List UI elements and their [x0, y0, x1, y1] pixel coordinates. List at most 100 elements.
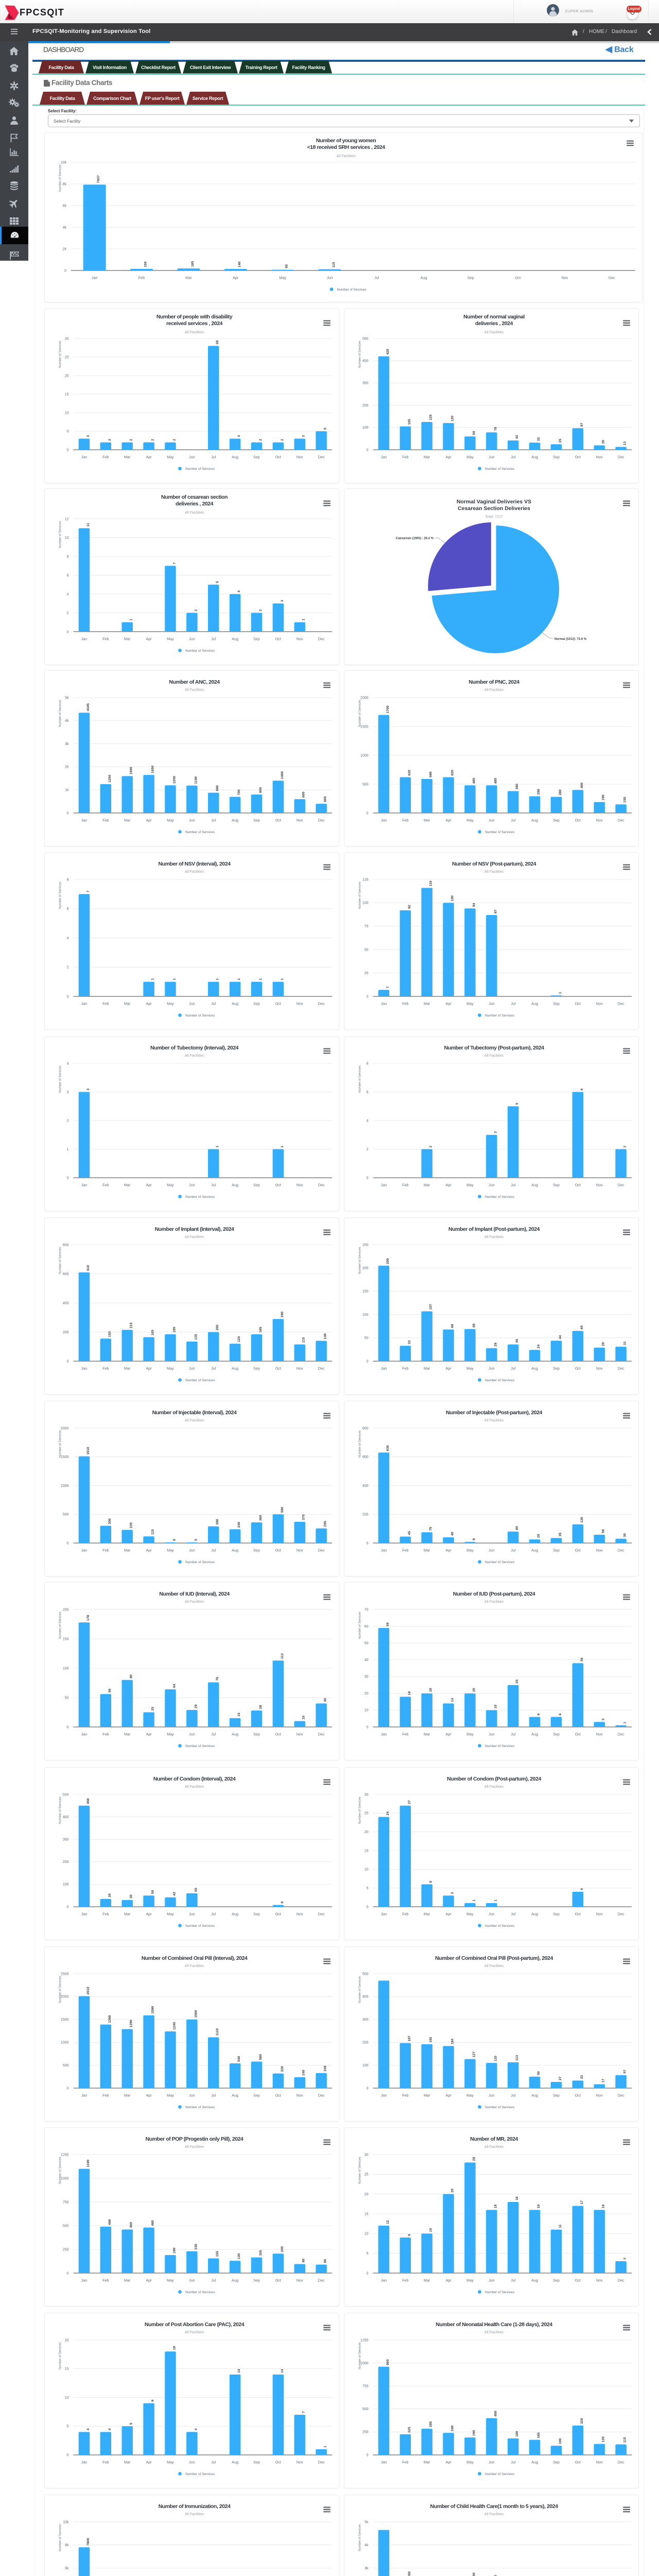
svg-text:0: 0 — [367, 1541, 369, 1545]
svg-text:Jul: Jul — [211, 1548, 216, 1552]
svg-text:Jul: Jul — [211, 1911, 216, 1916]
svg-text:deliveries , 2024: deliveries , 2024 — [475, 320, 513, 327]
svg-text:Number of Services: Number of Services — [59, 2524, 62, 2551]
svg-text:6: 6 — [67, 907, 69, 911]
svg-text:4: 4 — [367, 1119, 369, 1123]
svg-text:42: 42 — [515, 435, 519, 439]
svg-text:7: 7 — [172, 562, 176, 564]
svg-text:116: 116 — [429, 880, 433, 886]
svg-text:Sep: Sep — [553, 818, 560, 822]
svg-text:Apr: Apr — [146, 1911, 152, 1916]
svg-text:1000: 1000 — [360, 754, 369, 757]
svg-text:185: 185 — [259, 1327, 263, 1333]
svg-text:Dec: Dec — [618, 2460, 625, 2464]
svg-text:Number of Services: Number of Services — [359, 2157, 362, 2184]
svg-text:400: 400 — [580, 783, 584, 789]
svg-text:40: 40 — [324, 1698, 327, 1702]
svg-text:May: May — [167, 1366, 174, 1370]
svg-text:Jul: Jul — [511, 1182, 516, 1187]
svg-text:Oct: Oct — [575, 1732, 581, 1736]
svg-text:0: 0 — [67, 2453, 69, 2457]
svg-text:500: 500 — [362, 2408, 369, 2411]
svg-text:6: 6 — [537, 1713, 541, 1715]
svg-text:Nov: Nov — [297, 818, 303, 822]
svg-text:Feb: Feb — [402, 818, 408, 822]
svg-text:18: 18 — [172, 2346, 176, 2350]
svg-text:Jul: Jul — [511, 2278, 516, 2282]
svg-text:200: 200 — [362, 1513, 369, 1517]
svg-text:100: 100 — [559, 2438, 562, 2445]
svg-text:Jan: Jan — [381, 2278, 387, 2282]
svg-text:190: 190 — [472, 2430, 476, 2436]
svg-text:Mar: Mar — [424, 1732, 430, 1736]
svg-text:10: 10 — [494, 1705, 497, 1709]
svg-text:Dec: Dec — [318, 1732, 325, 1736]
svg-text:All Facilities: All Facilities — [484, 870, 504, 874]
svg-text:10: 10 — [302, 1716, 306, 1720]
svg-text:All Facilities: All Facilities — [185, 1235, 204, 1239]
svg-text:Mar: Mar — [185, 275, 192, 280]
svg-text:16: 16 — [494, 2205, 497, 2209]
svg-text:130: 130 — [237, 2253, 241, 2260]
svg-text:30: 30 — [365, 2153, 369, 2157]
svg-text:380: 380 — [515, 784, 519, 790]
svg-text:6k: 6k — [63, 204, 67, 208]
svg-text:28: 28 — [472, 2157, 476, 2161]
svg-text:2010: 2010 — [86, 1987, 90, 1994]
svg-text:2: 2 — [367, 1148, 369, 1151]
svg-text:1: 1 — [324, 2446, 327, 2448]
svg-text:40: 40 — [365, 1658, 369, 1662]
svg-text:Number of Services: Number of Services — [59, 700, 62, 727]
svg-text:Sep: Sep — [253, 1366, 260, 1370]
svg-text:11: 11 — [86, 523, 90, 527]
svg-text:127: 127 — [472, 2052, 476, 2058]
svg-text:30: 30 — [623, 1533, 627, 1537]
svg-text:All Facilities: All Facilities — [337, 155, 356, 158]
svg-text:280: 280 — [559, 789, 562, 795]
svg-text:500: 500 — [63, 2224, 69, 2228]
svg-text:Nov: Nov — [596, 1001, 603, 1006]
svg-text:8k: 8k — [63, 182, 67, 186]
svg-text:Oct: Oct — [575, 818, 581, 822]
svg-text:Mar: Mar — [424, 1001, 430, 1006]
svg-text:Aug: Aug — [232, 1366, 238, 1370]
svg-text:107: 107 — [429, 1304, 433, 1310]
svg-text:0: 0 — [367, 2453, 369, 2457]
svg-text:Jan: Jan — [81, 2093, 88, 2097]
svg-text:Mar: Mar — [124, 1548, 131, 1552]
svg-text:May: May — [466, 818, 474, 822]
svg-text:Jan: Jan — [81, 818, 88, 822]
svg-text:2000: 2000 — [61, 1427, 69, 1430]
svg-text:100: 100 — [451, 895, 455, 902]
svg-text:75: 75 — [429, 1527, 433, 1531]
svg-text:Nov: Nov — [596, 1366, 603, 1370]
svg-text:Feb: Feb — [402, 1182, 408, 1187]
svg-text:Nov: Nov — [297, 1366, 303, 1370]
svg-text:May: May — [466, 1911, 474, 1916]
svg-text:12: 12 — [386, 2220, 390, 2224]
svg-text:Number of Neonatal Health Care: Number of Neonatal Health Care (1-28 day… — [436, 2321, 552, 2328]
svg-text:Jul: Jul — [511, 1548, 516, 1552]
svg-text:76: 76 — [216, 1677, 219, 1681]
svg-text:Jun: Jun — [489, 1548, 495, 1552]
svg-text:Feb: Feb — [102, 1366, 109, 1370]
svg-text:Oct: Oct — [275, 818, 281, 822]
svg-text:Number of Services: Number of Services — [59, 2342, 62, 2369]
svg-text:610: 610 — [86, 1265, 90, 1271]
svg-text:240: 240 — [302, 2070, 306, 2076]
svg-text:Apr: Apr — [146, 1366, 152, 1370]
svg-text:36: 36 — [515, 1339, 519, 1343]
svg-text:0: 0 — [67, 1360, 69, 1363]
svg-text:Apr: Apr — [146, 454, 152, 459]
svg-text:Mar: Mar — [124, 2093, 131, 2097]
svg-text:Normal (5312): 73.6 %: Normal (5312): 73.6 % — [554, 638, 587, 641]
svg-text:Dec: Dec — [618, 818, 625, 822]
svg-text:All Facilities: All Facilities — [185, 2513, 204, 2516]
svg-text:Oct: Oct — [275, 1911, 281, 1916]
svg-text:Number of Services: Number of Services — [485, 1379, 515, 1382]
svg-text:400: 400 — [324, 796, 327, 803]
svg-text:14: 14 — [451, 1698, 455, 1702]
svg-text:7: 7 — [302, 2411, 306, 2413]
svg-text:2: 2 — [172, 439, 176, 441]
svg-text:Apr: Apr — [445, 1911, 452, 1916]
